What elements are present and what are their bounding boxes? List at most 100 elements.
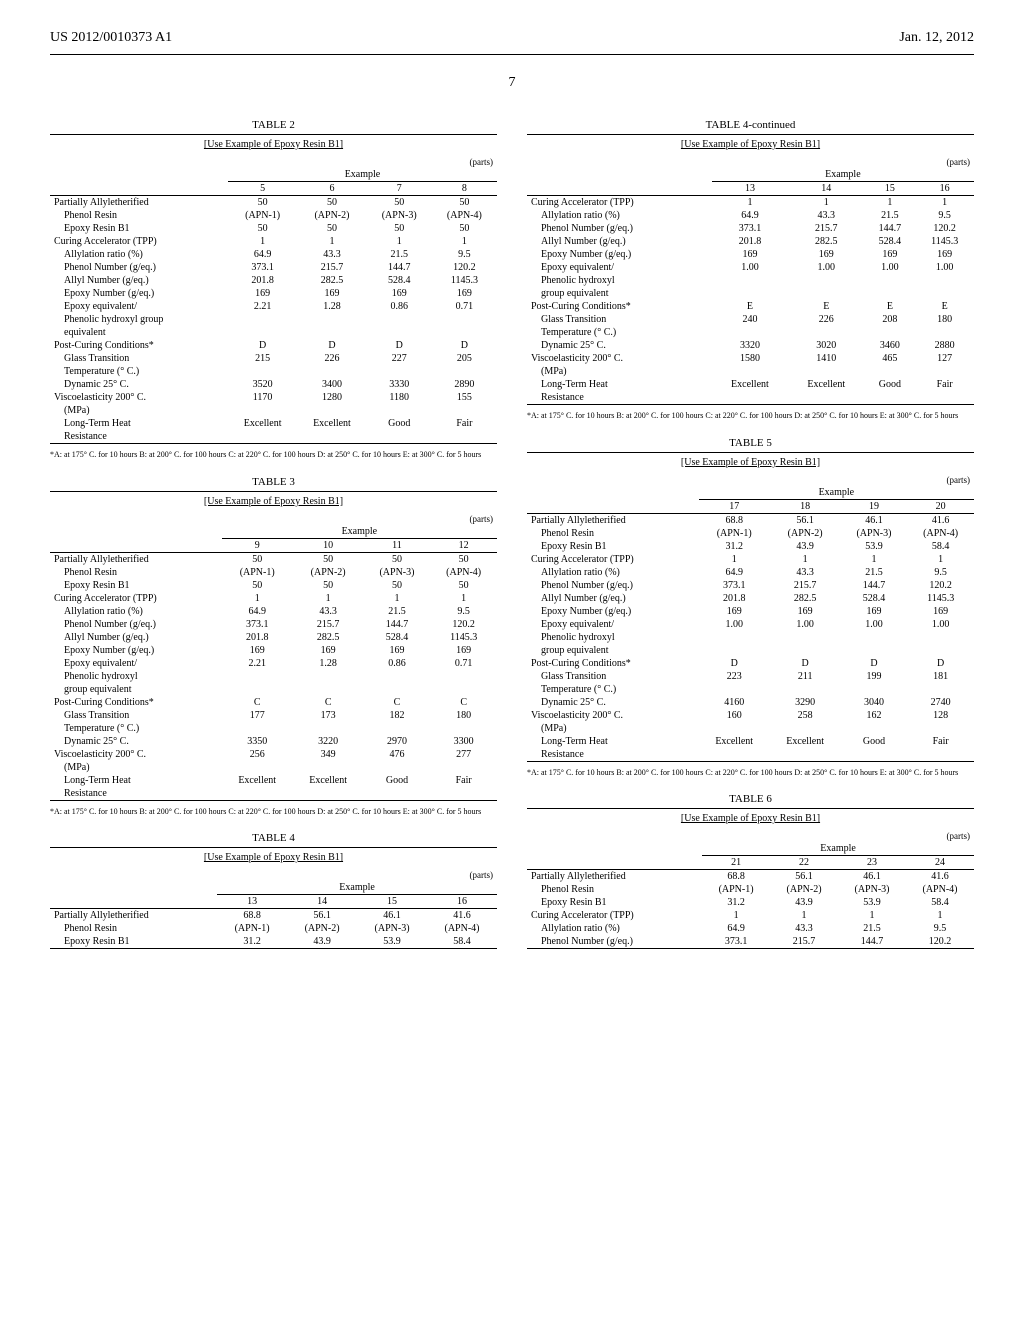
cell: 0.86 (367, 300, 432, 313)
row-label: Viscoelasticity 200° C. (50, 748, 222, 761)
cell: 53.9 (838, 896, 906, 909)
cell: D (699, 657, 770, 670)
cell: C (430, 696, 497, 709)
cell: 43.3 (770, 566, 841, 579)
cell: C (293, 696, 364, 709)
cell: Excellent (712, 378, 788, 391)
cell: 68.8 (217, 909, 287, 923)
cell (699, 722, 770, 735)
cell: 144.7 (841, 579, 908, 592)
row-label: Dynamic 25° C. (50, 735, 222, 748)
row-label: Partially Allyletherified (50, 552, 222, 566)
row-label: Viscoelasticity 200° C. (527, 709, 699, 722)
row-label: Post-Curing Conditions* (527, 657, 699, 670)
cell: 58.4 (427, 935, 497, 949)
cell (699, 631, 770, 644)
cell: D (367, 339, 432, 352)
cell: 46.1 (357, 909, 427, 923)
cell (915, 391, 974, 405)
row-label: Partially Allyletherified (50, 909, 217, 923)
cell: 199 (841, 670, 908, 683)
cell: 169 (430, 644, 497, 657)
row-label: Epoxy equivalent/ (50, 300, 228, 313)
example-header: Example (699, 486, 974, 500)
cell: 1170 (228, 391, 297, 404)
cell: 1410 (788, 352, 864, 365)
row-label: Dynamic 25° C. (527, 339, 712, 352)
col-header: 15 (864, 182, 915, 196)
col-header: 11 (364, 538, 431, 552)
row-label: group equivalent (527, 644, 699, 657)
cell (907, 644, 974, 657)
left-column: TABLE 2[Use Example of Epoxy Resin B1](p… (50, 109, 497, 955)
table-6: TABLE 6[Use Example of Epoxy Resin B1](p… (527, 793, 974, 949)
cell (841, 748, 908, 762)
table-title: TABLE 3 (50, 476, 497, 488)
cell: 41.6 (907, 513, 974, 527)
row-label: Resistance (527, 748, 699, 762)
cell (907, 631, 974, 644)
cell: 50 (293, 552, 364, 566)
row-label: Resistance (50, 430, 228, 444)
footnote-t4c: *A: at 175° C. for 10 hours B: at 200° C… (527, 411, 974, 421)
cell: 64.9 (699, 566, 770, 579)
parts-label: (parts) (228, 156, 497, 168)
cell: 223 (699, 670, 770, 683)
cell: 1.00 (915, 261, 974, 274)
footnote-t3: *A: at 175° C. for 10 hours B: at 200° C… (50, 807, 497, 817)
col-header: 6 (297, 182, 366, 196)
cell (430, 670, 497, 683)
cell: 1 (864, 196, 915, 210)
cell: 128 (907, 709, 974, 722)
cell: 169 (841, 605, 908, 618)
cell: 1145.3 (907, 592, 974, 605)
cell (907, 748, 974, 762)
cell: 205 (432, 352, 497, 365)
cell: 169 (364, 644, 431, 657)
cell: 528.4 (364, 631, 431, 644)
cell: 182 (364, 709, 431, 722)
cell: 21.5 (838, 922, 906, 935)
cell: 173 (293, 709, 364, 722)
cell: 1.00 (907, 618, 974, 631)
row-label: Glass Transition (50, 709, 222, 722)
cell: 2880 (915, 339, 974, 352)
cell: 1 (906, 909, 974, 922)
table-4: TABLE 4[Use Example of Epoxy Resin B1](p… (50, 832, 497, 949)
row-label: Allyl Number (g/eq.) (527, 235, 712, 248)
row-label: Allylation ratio (%) (527, 922, 702, 935)
row-label: Curing Accelerator (TPP) (50, 592, 222, 605)
cell: 50 (222, 579, 293, 592)
cell: 58.4 (906, 896, 974, 909)
cell: 3400 (297, 378, 366, 391)
table-3: TABLE 3[Use Example of Epoxy Resin B1](p… (50, 476, 497, 801)
cell: 201.8 (228, 274, 297, 287)
table-caption: [Use Example of Epoxy Resin B1] (50, 847, 497, 863)
col-header: 24 (906, 856, 974, 870)
cell (770, 644, 841, 657)
cell: 1 (228, 235, 297, 248)
header-divider (50, 54, 974, 55)
cell (841, 631, 908, 644)
cell: 50 (430, 552, 497, 566)
cell: Excellent (788, 378, 864, 391)
row-label: Resistance (527, 391, 712, 405)
cell: 181 (907, 670, 974, 683)
cell: 64.9 (712, 209, 788, 222)
cell: (APN-2) (770, 883, 838, 896)
cell: 3350 (222, 735, 293, 748)
cell: 31.2 (217, 935, 287, 949)
cell: 1180 (367, 391, 432, 404)
parts-label: (parts) (217, 869, 497, 881)
cell: (APN-4) (430, 566, 497, 579)
table-caption: [Use Example of Epoxy Resin B1] (50, 491, 497, 507)
cell (228, 365, 297, 378)
cell: 227 (367, 352, 432, 365)
cell: Excellent (297, 417, 366, 430)
cell (864, 287, 915, 300)
row-label: Phenol Number (g/eq.) (527, 222, 712, 235)
cell: 41.6 (427, 909, 497, 923)
cell: 21.5 (367, 248, 432, 261)
cell: 169 (907, 605, 974, 618)
cell: 282.5 (297, 274, 366, 287)
